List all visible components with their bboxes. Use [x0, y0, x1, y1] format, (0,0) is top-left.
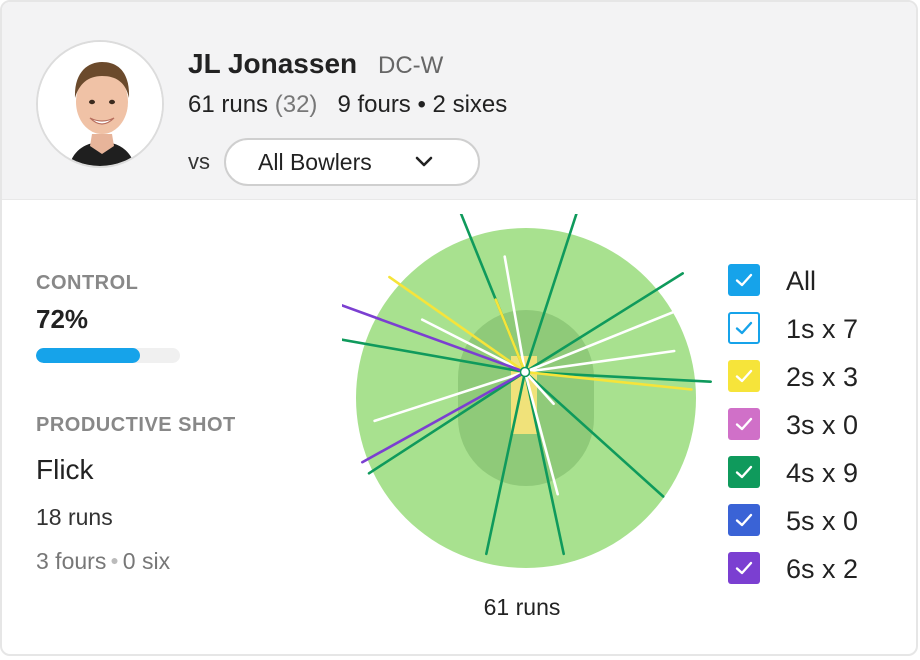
control-value: 72% — [36, 304, 89, 334]
legend-label: 3s x 0 — [786, 410, 859, 440]
control-progress-bar — [36, 348, 180, 363]
shot-line-4s — [523, 370, 712, 383]
player-name: JL Jonassen — [188, 48, 358, 79]
shot-line-4s — [367, 370, 527, 475]
control-label: CONTROL — [36, 272, 139, 294]
shot-line-4s — [523, 272, 685, 374]
wagon-wheel-total: 61 runs — [483, 594, 561, 620]
player-header: JL Jonassen DC-W 61 runs (32) 9 fours • … — [2, 2, 916, 200]
shot-line-6s — [360, 370, 527, 464]
checkmark-icon — [735, 321, 753, 335]
shot-line-1s — [523, 370, 555, 406]
team-code: DC-W — [378, 52, 444, 79]
legend-label: All — [786, 266, 817, 296]
shot-line-2s — [494, 298, 527, 374]
productive-shot-name: Flick — [36, 454, 94, 485]
batter-position-marker — [519, 366, 531, 378]
legend-checkbox[interactable] — [728, 264, 760, 296]
shot-line-4s — [523, 370, 665, 498]
checkmark-icon — [735, 369, 753, 383]
shot-line-4s — [523, 214, 578, 374]
legend-checkbox[interactable] — [728, 504, 760, 536]
legend-label: 1s x 7 — [786, 314, 859, 344]
player-photo — [38, 42, 162, 166]
legend-checkbox[interactable] — [728, 552, 760, 584]
legend-checkbox[interactable] — [728, 456, 760, 488]
legend-label: 2s x 3 — [786, 362, 859, 392]
boundaries-summary: 9 fours • 2 sixes — [337, 91, 508, 118]
control-progress-fill — [36, 348, 140, 363]
bowler-filter-value: All Bowlers — [258, 148, 372, 175]
productive-shot-fours: 3 fours — [36, 548, 107, 574]
legend-checkbox[interactable] — [728, 312, 760, 344]
shot-line-1s — [523, 370, 559, 496]
legend-checkbox[interactable] — [728, 408, 760, 440]
shot-line-1s — [373, 370, 527, 423]
legend-checkbox[interactable] — [728, 360, 760, 392]
chevron-down-icon — [415, 156, 433, 167]
shot-line-6s — [342, 304, 527, 374]
productive-shot-detail: 3 fours ● 0 six — [36, 548, 170, 575]
wagon-wheel-chart — [342, 214, 712, 568]
shot-line-1s — [420, 318, 527, 374]
productive-shot-label: PRODUCTIVE SHOT — [36, 414, 236, 436]
checkmark-icon — [735, 465, 753, 479]
shot-line-4s — [342, 338, 527, 374]
checkmark-icon — [735, 513, 753, 527]
shot-lines — [342, 214, 712, 556]
shot-line-1s — [523, 310, 677, 374]
balls-faced: (32) — [274, 91, 318, 118]
productive-shot-runs: 18 runs — [36, 504, 113, 530]
legend-label: 6s x 2 — [786, 554, 859, 584]
player-stats-line: 61 runs (32) 9 fours • 2 sixes — [188, 91, 507, 119]
separator-dot: ● — [110, 552, 119, 568]
checkmark-icon — [735, 417, 753, 431]
shot-line-1s — [503, 255, 527, 374]
checkmark-icon — [735, 273, 753, 287]
shot-line-1s — [523, 349, 676, 374]
shot-line-4s — [485, 370, 527, 556]
productive-shot-sixes: 0 six — [122, 548, 171, 574]
shot-line-2s — [523, 370, 693, 391]
shot-line-4s — [523, 370, 565, 556]
checkmark-icon — [735, 561, 753, 575]
shot-line-2s — [388, 275, 527, 374]
vs-label: vs — [188, 149, 210, 174]
bowler-filter-dropdown[interactable]: All Bowlers — [224, 138, 480, 186]
legend-label: 5s x 0 — [786, 506, 859, 536]
legend-label: 4s x 9 — [786, 458, 859, 488]
player-avatar — [36, 40, 164, 168]
runs-scored: 61 runs — [188, 91, 269, 118]
